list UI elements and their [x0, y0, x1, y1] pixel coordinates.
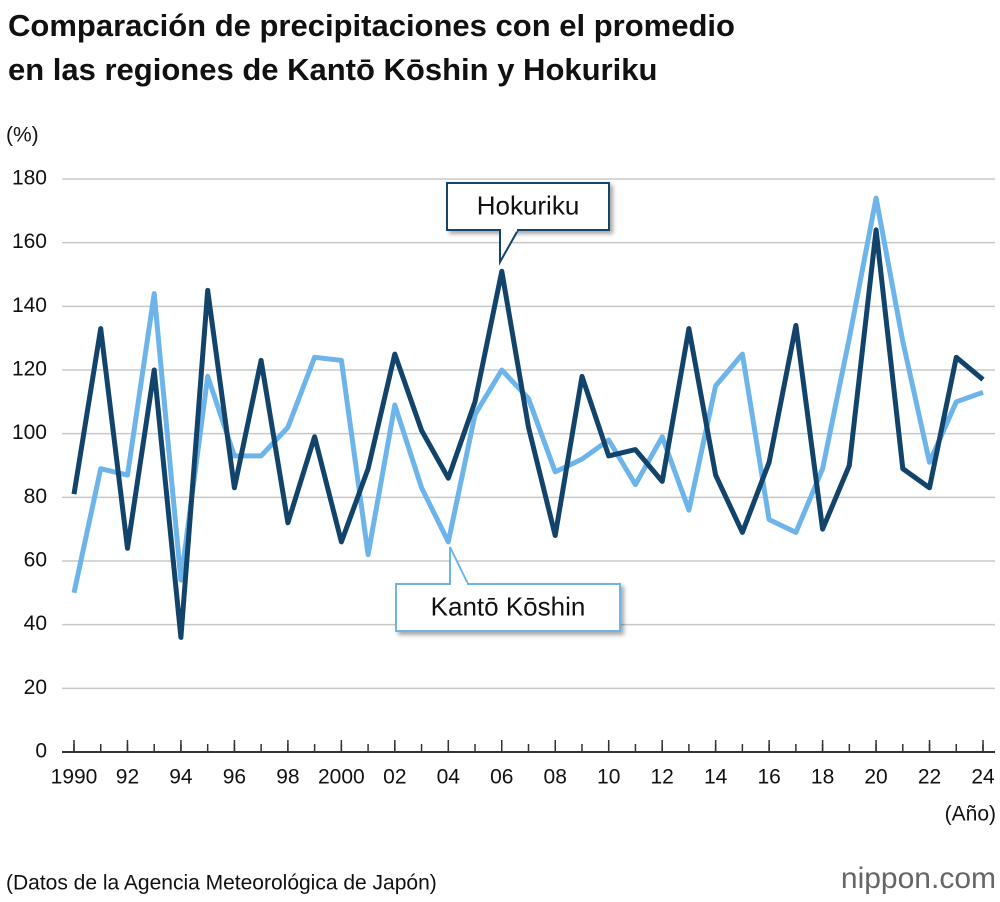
y-tick-label: 120 [12, 358, 47, 381]
x-tick-label: 06 [490, 766, 513, 789]
x-tick-label: 92 [116, 766, 139, 789]
x-tick-label: 14 [704, 766, 728, 789]
legend-label: Kantō Kōshin [431, 591, 586, 621]
legend-label: Hokuriku [477, 190, 580, 220]
data-line [71, 227, 985, 640]
x-tick-label: 2000 [318, 766, 365, 789]
x-tick-label: 22 [918, 766, 941, 789]
x-tick-label: 18 [811, 766, 834, 789]
x-tick-label: 04 [437, 766, 461, 789]
x-tick-label: 16 [757, 766, 780, 789]
callouts: Hokuriku Kantō Kōshin [395, 182, 621, 632]
y-tick-label: 0 [35, 740, 47, 763]
y-tick-label: 60 [24, 549, 47, 572]
y-tick-label: 40 [24, 612, 47, 635]
brand-logo: nippon.com [841, 862, 996, 895]
x-tick-label: 10 [597, 766, 620, 789]
x-tick-label: 08 [544, 766, 567, 789]
x-tick-label: 94 [169, 766, 193, 789]
x-tick-label: 96 [223, 766, 246, 789]
x-unit: (Año) [945, 803, 996, 826]
y-tick-label: 140 [12, 294, 47, 317]
callout-pointer [499, 229, 519, 266]
y-tick-label: 100 [12, 421, 47, 444]
y-tick-label: 160 [12, 230, 47, 253]
chart-title: Comparación de precipitaciones con el pr… [8, 8, 735, 43]
callout-box [395, 583, 621, 632]
x-tick-label: 98 [276, 766, 299, 789]
y-tick-label: 80 [24, 485, 47, 508]
x-tick-label: 20 [864, 766, 887, 789]
chart-title: en las regiones de Kantō Kōshin y Hokuri… [8, 52, 657, 87]
x-tick-label: 12 [650, 766, 673, 789]
x-tick-label: 24 [971, 766, 995, 789]
y-tick-label: 20 [24, 676, 47, 699]
x-tick-label: 1990 [51, 766, 98, 789]
y-unit: (%) [6, 124, 39, 147]
source: (Datos de la Agencia Meteorológica de Ja… [6, 872, 437, 895]
callout-box [446, 182, 610, 231]
y-tick-label: 180 [12, 167, 47, 190]
x-tick-label: 02 [383, 766, 406, 789]
callout-pointer [449, 546, 469, 585]
